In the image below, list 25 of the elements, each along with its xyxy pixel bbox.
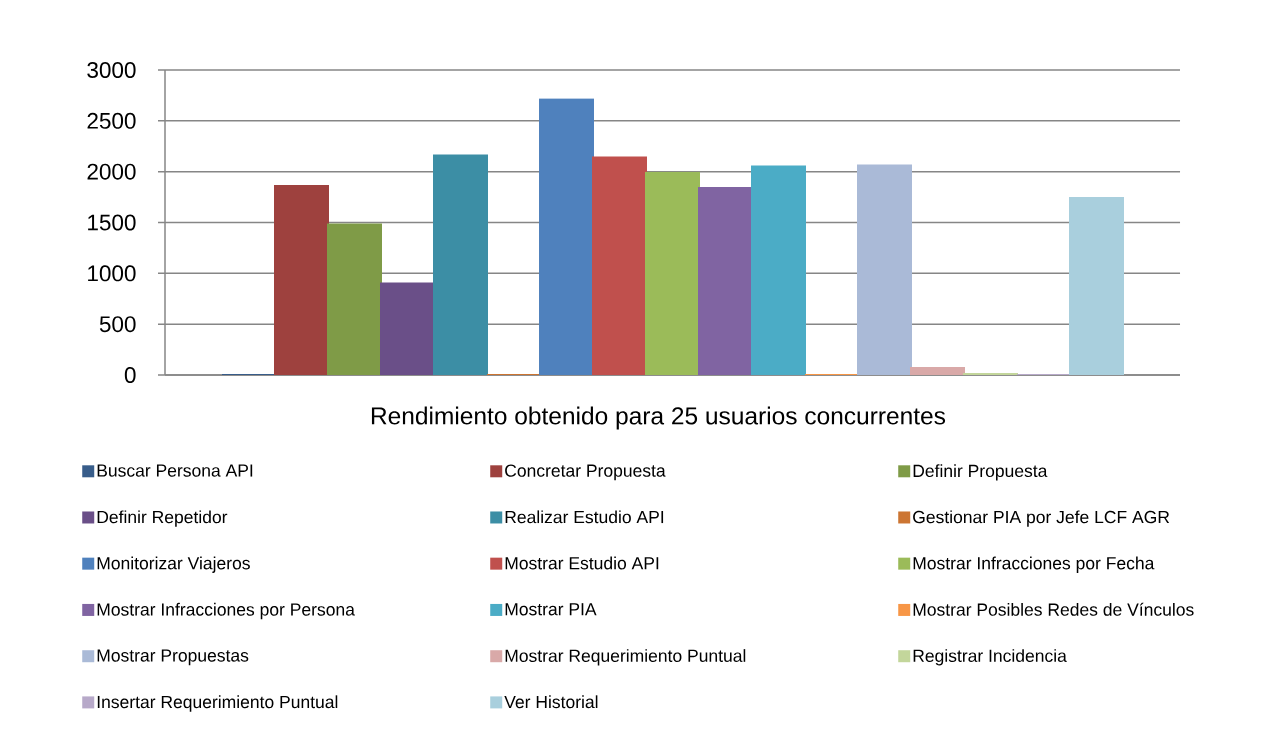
y-tick-label: 3000	[87, 62, 136, 78]
legend-label: Mostrar Infracciones por Fecha	[913, 556, 1155, 573]
x-axis-title: Rendimiento obtenido para 25 usuarios concurrentes	[371, 406, 946, 430]
legend-label: Mostrar Estudio API	[505, 556, 659, 570]
legend-label: Concretar Propuesta	[505, 464, 666, 481]
legend-label: Gestionar PIA por Jefe LCF AGR	[913, 510, 1170, 527]
legend-label: Monitorizar Viajeros	[97, 556, 250, 573]
legend-label: Definir Repetidor	[97, 510, 228, 527]
legend-label: Ver Historial	[504, 695, 598, 709]
legend-label: Mostrar Propuestas	[97, 649, 249, 666]
y-tick-label: 2500	[87, 112, 136, 129]
y-tick-label: 0	[124, 367, 136, 383]
legend-label: Mostrar Requerimiento Puntual	[505, 649, 746, 666]
legend-label: Insertar Requerimiento Puntual	[97, 695, 338, 712]
legend-label: Mostrar Posibles Redes de Vínculos	[913, 602, 1194, 616]
legend-label: Buscar Persona API	[97, 464, 253, 477]
y-tick-label: 500	[99, 316, 136, 333]
legend-label: Mostrar PIA	[505, 603, 597, 616]
legend-label: Mostrar Infracciones por Persona	[97, 602, 355, 620]
legend-label: Registrar Incidencia	[913, 649, 1067, 666]
legend-label: Definir Propuesta	[913, 464, 1048, 481]
y-tick-label: 2000	[87, 163, 136, 180]
y-tick-label: 1500	[88, 214, 136, 231]
legend-label: Realizar Estudio API	[505, 510, 664, 524]
y-tick-label: 1000	[88, 265, 136, 282]
